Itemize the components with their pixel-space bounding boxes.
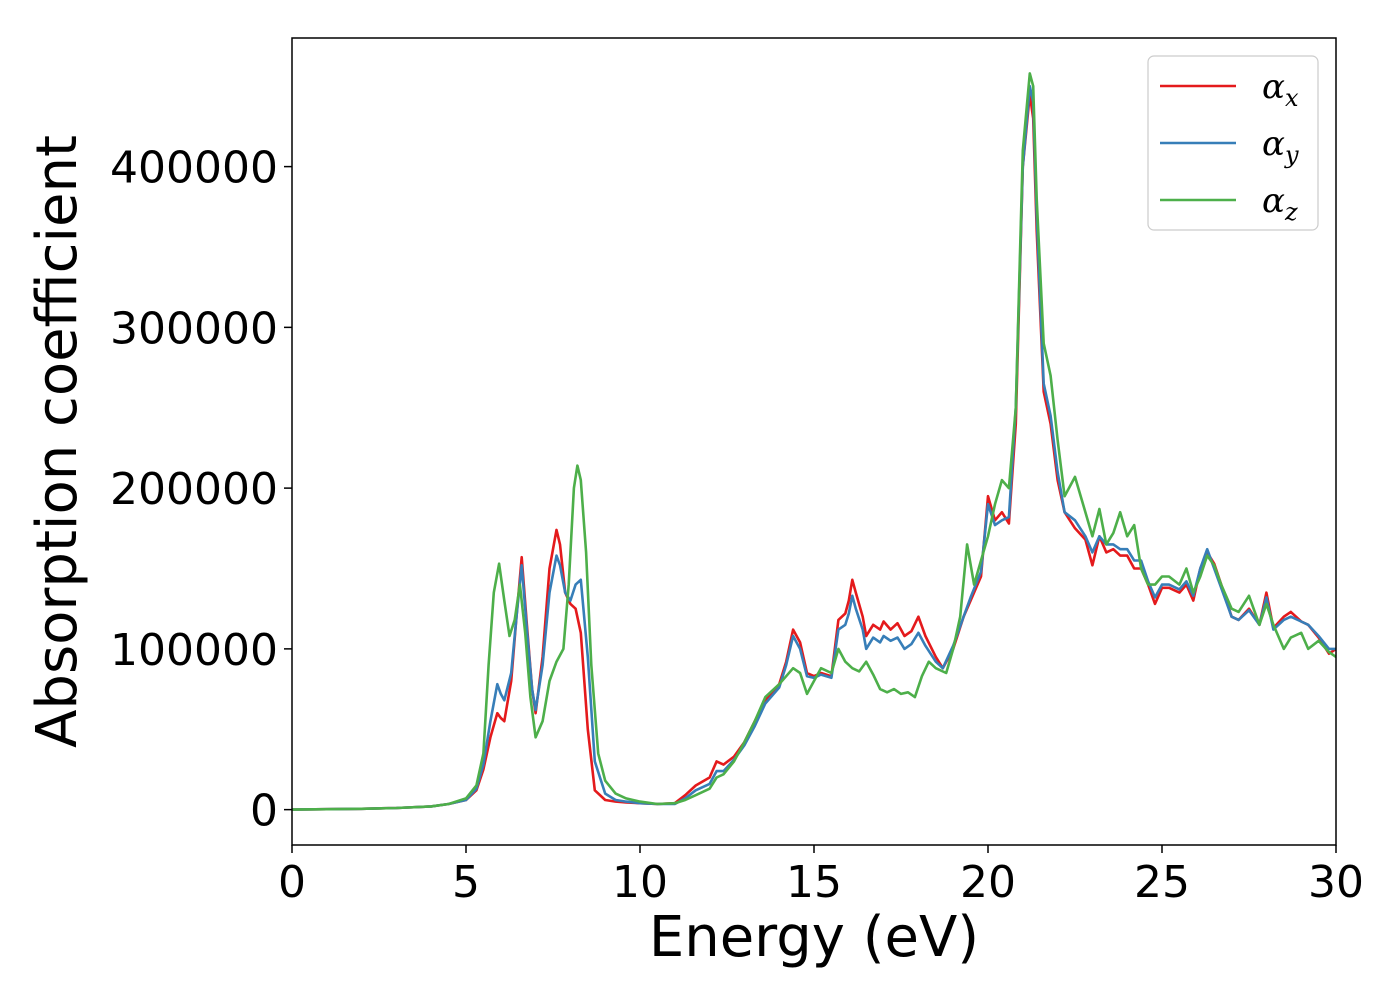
legend-subscript-y: y xyxy=(1284,141,1299,169)
ticks-layer: 0 5 10 15 20 25 30 0 100000 200000 300000 400000 xyxy=(110,143,1364,908)
x-tick-label: 15 xyxy=(786,857,842,908)
x-tick-label: 25 xyxy=(1134,857,1190,908)
x-tick-label: 5 xyxy=(452,857,480,908)
x-tick-label: 20 xyxy=(960,857,1016,908)
legend-label-y: αy xyxy=(1262,124,1299,169)
y-tick-label: 400000 xyxy=(110,143,278,194)
x-axis-title: Energy (eV) xyxy=(649,905,979,970)
x-tick-label: 30 xyxy=(1308,857,1364,908)
y-tick-label: 100000 xyxy=(110,625,278,676)
x-tick-label: 0 xyxy=(278,857,306,908)
y-tick-label: 300000 xyxy=(110,303,278,354)
series-line-y xyxy=(292,84,1336,811)
y-tick-label: 0 xyxy=(250,786,278,837)
series-line-z xyxy=(292,72,1336,811)
y-axis-title: Absorption coefficient xyxy=(25,135,90,748)
series-layer xyxy=(292,72,1336,811)
y-tick-label: 200000 xyxy=(110,464,278,515)
legend-subscript-z: z xyxy=(1284,198,1298,226)
legend-subscript-x: x xyxy=(1285,84,1299,112)
x-tick-label: 10 xyxy=(612,857,668,908)
legend-label-x: αx xyxy=(1262,67,1299,112)
series-line-x xyxy=(292,93,1336,811)
